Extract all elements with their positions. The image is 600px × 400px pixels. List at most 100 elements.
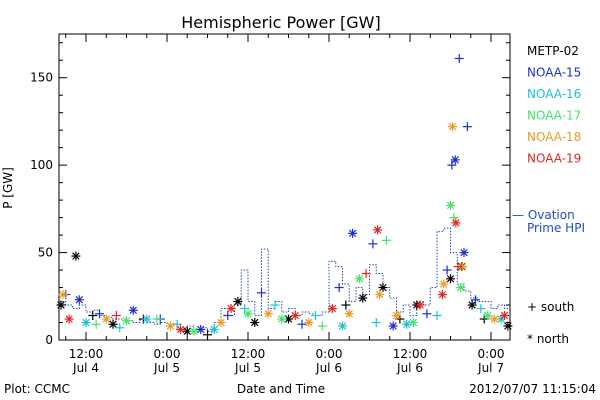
point-north xyxy=(165,321,175,331)
point-north xyxy=(338,321,347,331)
point-north xyxy=(243,309,253,319)
point-north xyxy=(64,314,74,324)
point-north xyxy=(451,218,461,228)
point-south xyxy=(371,318,381,328)
point-north xyxy=(483,311,493,321)
point-north xyxy=(354,274,364,284)
ovation-label-line1: — Ovation xyxy=(512,208,575,222)
x-axis-label: Date and Time xyxy=(237,382,325,396)
point-south xyxy=(311,311,320,321)
point-north xyxy=(448,122,458,132)
y-tick-label: 50 xyxy=(38,246,53,260)
point-north xyxy=(216,318,226,328)
point-north xyxy=(209,325,219,335)
point-north xyxy=(500,311,509,321)
point-north xyxy=(108,319,118,329)
point-north xyxy=(233,297,243,307)
point-north xyxy=(290,311,300,321)
point-north xyxy=(358,293,368,303)
point-south xyxy=(317,321,327,331)
point-north xyxy=(388,321,398,331)
x-tick-label-time: 0:00 xyxy=(478,347,505,361)
legend-entry: NOAA-18 xyxy=(527,130,581,144)
x-tick-label-date: Jul 7 xyxy=(477,361,504,375)
point-south xyxy=(334,283,344,293)
point-south xyxy=(447,160,457,170)
legend-entry: NOAA-19 xyxy=(527,152,581,166)
point-north xyxy=(450,155,460,165)
x-tick-label-time: 12:00 xyxy=(393,347,428,361)
chart-title: Hemispheric Power [GW] xyxy=(181,13,380,32)
legend-entry: NOAA-17 xyxy=(527,109,581,123)
ovation-step-line xyxy=(59,227,509,332)
point-north xyxy=(489,314,499,324)
point-south xyxy=(381,235,391,245)
x-tick-label-date: Jul 5 xyxy=(153,361,180,375)
point-north xyxy=(176,325,185,335)
point-north xyxy=(196,325,206,335)
point-south xyxy=(91,319,101,329)
point-north xyxy=(74,295,84,305)
point-north xyxy=(503,321,513,331)
x-tick-label-date: Jul 6 xyxy=(396,361,423,375)
point-south xyxy=(462,122,472,132)
footer-timestamp: 2012/07/07 11:15:04 xyxy=(469,382,596,396)
y-axis-label: P [GW] xyxy=(1,167,15,209)
point-north xyxy=(226,304,236,314)
x-tick-label-time: 0:00 xyxy=(316,347,343,361)
point-north xyxy=(142,314,152,324)
point-south xyxy=(88,311,98,321)
x-tick-label-time: 0:00 xyxy=(154,347,181,361)
y-tick-label: 0 xyxy=(45,333,53,347)
footer-plot-credit: Plot: CCMC xyxy=(4,382,70,396)
y-axis: 0 50 100 150 xyxy=(30,42,510,347)
point-south xyxy=(115,323,125,333)
point-north xyxy=(375,290,385,300)
point-north xyxy=(446,200,455,210)
point-north xyxy=(71,251,81,261)
marker-legend-south: + south xyxy=(527,300,574,314)
point-south xyxy=(361,269,371,279)
point-north xyxy=(348,228,358,238)
x-tick-label-time: 12:00 xyxy=(231,347,266,361)
point-north xyxy=(304,318,314,328)
data-points xyxy=(56,53,513,340)
point-north xyxy=(456,283,466,293)
point-south xyxy=(223,311,233,321)
point-north xyxy=(122,316,131,326)
point-south xyxy=(368,239,378,249)
point-north xyxy=(392,311,401,321)
point-north xyxy=(189,326,199,336)
point-north xyxy=(459,248,469,258)
point-south xyxy=(341,300,351,310)
point-north xyxy=(58,290,68,300)
point-south xyxy=(172,319,182,329)
point-south xyxy=(111,311,121,321)
point-north xyxy=(344,309,354,319)
point-south xyxy=(203,330,212,340)
point-north xyxy=(250,318,260,328)
point-south xyxy=(476,304,486,314)
point-south xyxy=(442,265,452,275)
point-south xyxy=(240,304,250,314)
plot-frame xyxy=(58,33,511,341)
point-south xyxy=(257,288,266,298)
y-tick-label: 100 xyxy=(30,158,53,172)
point-south xyxy=(270,300,280,310)
point-south xyxy=(297,319,307,329)
legend-entry: NOAA-16 xyxy=(527,87,581,101)
point-south xyxy=(432,311,442,321)
legend-entry: METP-02 xyxy=(527,44,579,58)
legend: METP-02 NOAA-15 NOAA-16 NOAA-17 NOAA-18 NOAA-… xyxy=(527,44,581,166)
point-north xyxy=(128,305,138,315)
point-north xyxy=(408,318,418,328)
point-north xyxy=(101,314,111,324)
point-north xyxy=(402,319,412,329)
point-north xyxy=(439,279,449,289)
point-south xyxy=(95,309,104,319)
point-north xyxy=(373,225,383,235)
x-tick-label-date: Jul 4 xyxy=(72,361,99,375)
legend-entry: NOAA-15 xyxy=(527,66,581,80)
